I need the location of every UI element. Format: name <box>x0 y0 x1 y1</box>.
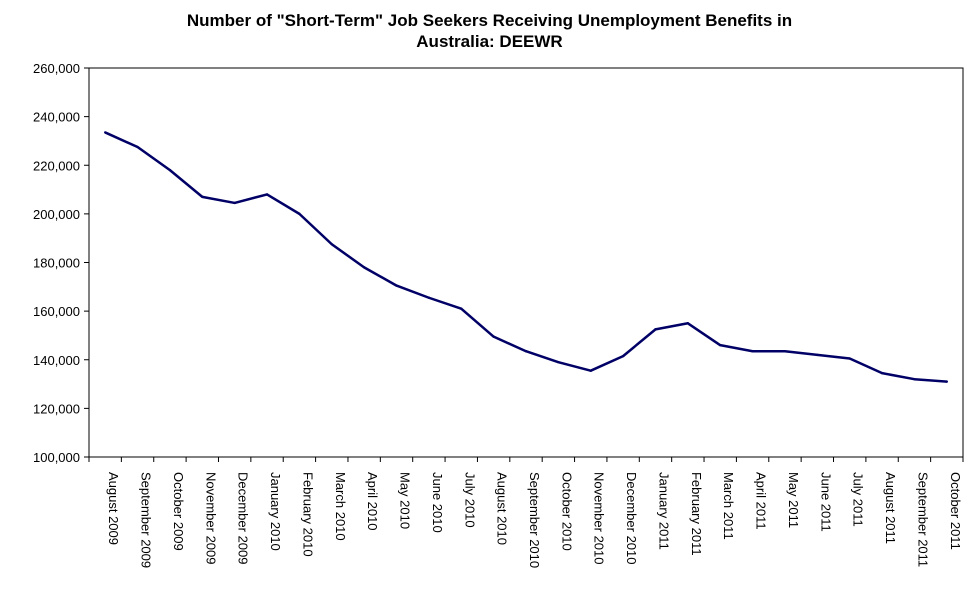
y-tick-label: 220,000 <box>33 158 80 173</box>
chart-title: Number of "Short-Term" Job Seekers Recei… <box>0 10 979 52</box>
data-point <box>265 193 269 196</box>
data-point <box>201 195 204 199</box>
x-tick-label: December 2010 <box>624 472 639 565</box>
x-tick-label: August 2011 <box>883 472 898 544</box>
data-point <box>686 322 690 325</box>
data-point <box>492 335 495 338</box>
y-axis: 100,000 120,000 140,000 160,000 180,000 200,0… <box>33 61 89 465</box>
x-tick-label: August 2009 <box>106 472 121 545</box>
x-tick-label: June 2010 <box>430 472 445 533</box>
y-tick-label: 160,000 <box>33 304 80 319</box>
x-tick-label: February 2011 <box>689 472 704 556</box>
x-tick-label: March 2010 <box>333 472 348 541</box>
y-tick-label: 200,000 <box>33 207 80 222</box>
x-tick-label: September 2011 <box>915 472 930 567</box>
x-axis: August 2009 September 2009 October 2009 Nov… <box>88 457 964 568</box>
x-tick-label: January 2010 <box>268 472 283 551</box>
data-point <box>589 369 592 372</box>
data-point <box>168 168 172 172</box>
x-tick-label: September 2010 <box>527 472 542 568</box>
x-tick-label: April 2010 <box>365 472 380 531</box>
data-point <box>654 328 657 331</box>
x-tick-label: September 2009 <box>139 472 154 568</box>
x-tick-label: February 2010 <box>300 472 315 557</box>
x-tick-label: November 2009 <box>203 472 218 565</box>
x-tick-label: July 2011 <box>851 472 866 527</box>
chart-title-line-2: Australia: DEEWR <box>416 32 563 51</box>
x-tick-label: October 2009 <box>171 472 186 551</box>
data-point <box>719 343 722 347</box>
data-point <box>298 212 301 216</box>
x-tick-label: January 2011 <box>656 472 671 550</box>
y-tick-label: 120,000 <box>33 401 80 416</box>
x-tick-label: March 2011 <box>721 472 736 540</box>
data-point <box>621 354 625 358</box>
data-point <box>233 201 236 205</box>
data-point <box>945 380 949 383</box>
x-tick-label: December 2009 <box>236 472 251 565</box>
x-tick-label: October 2010 <box>559 472 574 551</box>
data-point <box>103 131 107 134</box>
x-tick-label: June 2011 <box>818 472 833 532</box>
data-point <box>524 350 528 353</box>
x-tick-label: April 2011 <box>754 472 769 530</box>
x-tick-label: November 2010 <box>592 472 607 565</box>
data-point <box>557 360 560 364</box>
chart-title-line-1: Number of "Short-Term" Job Seekers Recei… <box>186 11 793 30</box>
data-point <box>136 145 139 149</box>
data-point <box>848 357 851 360</box>
data-point <box>330 243 333 246</box>
x-tick-label: October 2011 <box>948 472 963 550</box>
plot-area <box>88 67 964 458</box>
data-point <box>783 350 787 353</box>
y-tick-label: 180,000 <box>33 256 80 271</box>
x-tick-label: May 2011 <box>786 472 801 528</box>
series-layer <box>103 131 949 383</box>
data-point <box>362 266 366 269</box>
data-point <box>395 284 398 287</box>
x-tick-label: May 2010 <box>398 472 413 529</box>
y-tick-label: 260,000 <box>33 61 80 76</box>
x-tick-label: August 2010 <box>495 472 510 545</box>
data-point <box>751 350 754 353</box>
y-tick-label: 140,000 <box>33 353 80 368</box>
data-point <box>427 296 431 299</box>
x-tick-label: July 2010 <box>462 472 477 528</box>
data-point <box>880 371 884 375</box>
y-tick-label: 100,000 <box>33 450 80 465</box>
data-point <box>460 307 463 310</box>
y-tick-label: 240,000 <box>33 110 80 125</box>
data-point <box>913 378 916 381</box>
data-point <box>816 353 819 357</box>
